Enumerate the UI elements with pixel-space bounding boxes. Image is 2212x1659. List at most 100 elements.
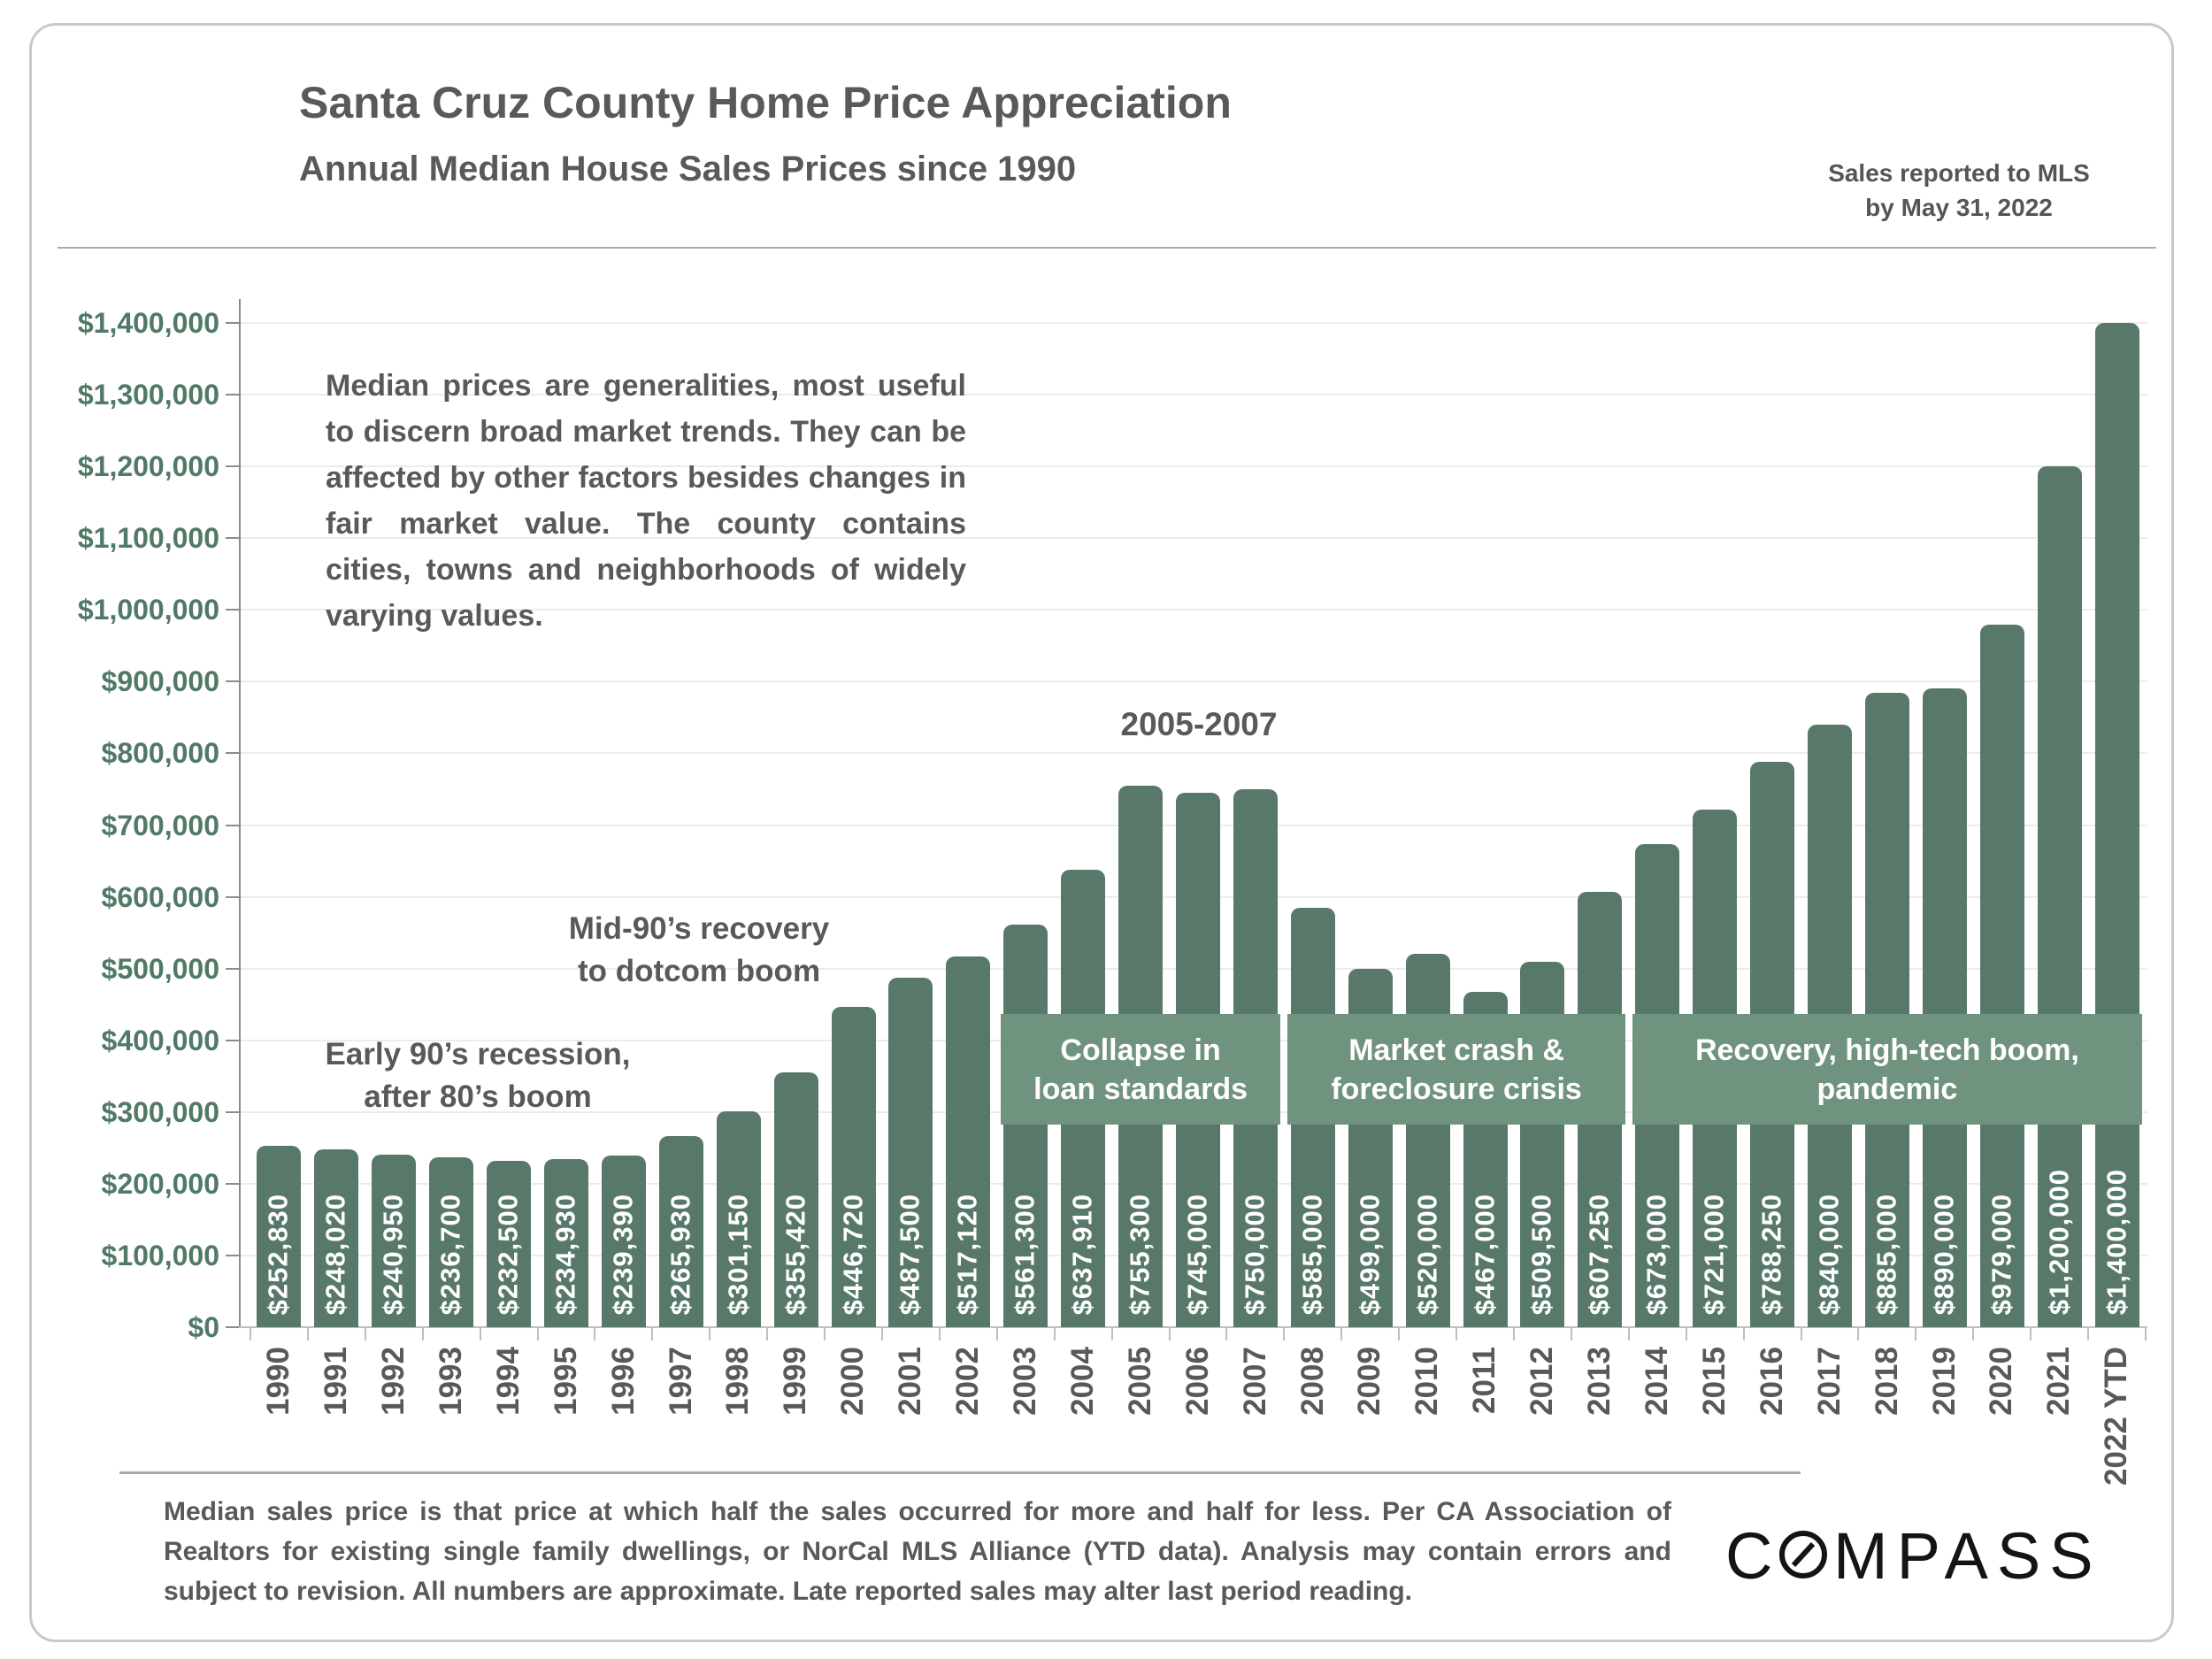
y-axis-label: $700,000 xyxy=(101,809,219,841)
x-axis-tick xyxy=(479,1328,481,1340)
y-axis-tick xyxy=(226,1326,240,1328)
x-tick-label: 2018 xyxy=(1858,1347,1916,1519)
bar-value-label: $585,000 xyxy=(1296,1193,1328,1315)
x-tick-label-text: 1997 xyxy=(663,1347,698,1416)
y-axis-label: $800,000 xyxy=(101,737,219,770)
bar: $890,000 xyxy=(1922,688,1967,1327)
bar-value-label: $520,000 xyxy=(1411,1193,1443,1315)
x-axis-line xyxy=(239,1326,2147,1328)
bar-value-label: $637,910 xyxy=(1066,1193,1098,1315)
x-axis-tick xyxy=(2145,1328,2147,1340)
bar-value-label: $561,300 xyxy=(1009,1193,1041,1315)
x-tick-label-text: 2003 xyxy=(1008,1347,1043,1416)
x-tick-label-text: 2020 xyxy=(1984,1347,2019,1416)
x-axis-tick xyxy=(995,1328,998,1340)
x-axis-tick xyxy=(1513,1328,1515,1340)
y-axis-label: $1,200,000 xyxy=(77,450,219,483)
era-band: Market crash & foreclosure crisis xyxy=(1287,1014,1625,1125)
y-axis-label: $1,400,000 xyxy=(77,307,219,339)
y-axis-tick xyxy=(226,465,240,468)
x-tick-label: 2020 xyxy=(1973,1347,2031,1519)
x-tick-label-text: 2017 xyxy=(1811,1347,1847,1416)
compass-logo-letter-c: C xyxy=(1725,1522,1781,1593)
header-divider xyxy=(58,247,2156,249)
y-axis-tick xyxy=(226,680,240,683)
y-axis-tick xyxy=(226,1254,240,1256)
bar-value-label: $355,420 xyxy=(780,1193,811,1315)
bar-value-label: $248,020 xyxy=(320,1193,352,1315)
era-band: Collapse in loan standards xyxy=(1000,1014,1281,1125)
bar: $236,700 xyxy=(429,1157,474,1327)
y-axis-label: $300,000 xyxy=(101,1095,219,1128)
x-tick-label-text: 1996 xyxy=(605,1347,641,1416)
x-axis-tick xyxy=(766,1328,769,1340)
x-axis-tick xyxy=(1685,1328,1687,1340)
x-tick-label-text: 2006 xyxy=(1179,1347,1215,1416)
x-tick-label-text: 1998 xyxy=(720,1347,756,1416)
bar-value-label: $509,500 xyxy=(1526,1193,1558,1315)
compass-logo: C MPASS xyxy=(1725,1519,2115,1599)
x-axis-tick xyxy=(250,1328,251,1340)
bar-value-label: $232,500 xyxy=(492,1193,524,1315)
y-axis-label: $200,000 xyxy=(101,1167,219,1200)
bar: $252,830 xyxy=(257,1146,302,1327)
x-axis-tick xyxy=(1225,1328,1228,1340)
gridline xyxy=(240,609,2147,611)
bar-value-label: $487,500 xyxy=(895,1193,926,1315)
bar-value-label: $979,000 xyxy=(1985,1193,2017,1315)
y-axis-tick xyxy=(226,752,240,755)
bar-value-label: $499,000 xyxy=(1354,1193,1386,1315)
bar-value-label: $234,930 xyxy=(549,1193,581,1315)
bar-value-label: $240,950 xyxy=(377,1193,409,1315)
bar-value-label: $239,390 xyxy=(607,1193,639,1315)
bar: $1,200,000 xyxy=(2037,466,2082,1327)
x-tick-label-text: 2007 xyxy=(1237,1347,1272,1416)
gridline xyxy=(240,752,2147,755)
y-axis-tick xyxy=(226,322,240,324)
footer-divider xyxy=(119,1471,1801,1474)
x-tick-label-text: 2018 xyxy=(1869,1347,1904,1416)
x-axis-tick xyxy=(594,1328,596,1340)
y-axis-label: $400,000 xyxy=(101,1024,219,1056)
x-axis-tick xyxy=(1340,1328,1343,1340)
x-axis-tick xyxy=(2087,1328,2090,1340)
bar-value-label: $446,720 xyxy=(837,1193,869,1315)
mls-report-note: Sales reported to MLS by May 31, 2022 xyxy=(1828,159,2090,221)
bar: $355,420 xyxy=(773,1071,818,1327)
x-tick-label-text: 2008 xyxy=(1294,1347,1330,1416)
bar-value-label: $673,000 xyxy=(1640,1193,1672,1315)
x-axis-tick xyxy=(824,1328,826,1340)
gridline xyxy=(240,322,2147,324)
x-axis-tick xyxy=(1857,1328,1860,1340)
bar-value-label: $1,200,000 xyxy=(2043,1168,2075,1315)
x-axis-tick xyxy=(1053,1328,1056,1340)
x-tick-label: 2016 xyxy=(1744,1347,1801,1519)
x-tick-label-text: 1991 xyxy=(319,1347,354,1416)
y-axis-label: $600,000 xyxy=(101,880,219,913)
x-tick-label-text: 1992 xyxy=(376,1347,411,1416)
x-tick-label: 2019 xyxy=(1916,1347,1973,1519)
gridline xyxy=(240,537,2147,540)
bar: $1,400,000 xyxy=(2094,323,2139,1327)
median-note-annotation: Median prices are generalities, most use… xyxy=(326,369,966,633)
bar: $232,500 xyxy=(487,1160,532,1327)
x-tick-label-text: 1995 xyxy=(548,1347,583,1416)
annotation-mid-90s-recovery: Mid-90’s recovery to dotcom boom xyxy=(568,911,830,988)
x-tick-label-text: 2001 xyxy=(893,1347,928,1416)
x-axis-tick xyxy=(1168,1328,1171,1340)
x-axis-tick xyxy=(1800,1328,1802,1340)
bar-value-label: $890,000 xyxy=(1928,1193,1960,1315)
x-tick-label-text: 2004 xyxy=(1064,1347,1100,1416)
bar-value-label: $840,000 xyxy=(1813,1193,1845,1315)
bar-value-label: $721,000 xyxy=(1698,1193,1730,1315)
x-tick-label: 2022 YTD xyxy=(2088,1347,2146,1519)
x-axis-tick xyxy=(1570,1328,1572,1340)
x-tick-label-text: 2013 xyxy=(1582,1347,1617,1416)
x-axis-tick xyxy=(709,1328,711,1340)
x-tick-label-text: 2014 xyxy=(1640,1347,1675,1416)
y-axis-tick xyxy=(226,1039,240,1041)
x-axis-tick xyxy=(2030,1328,2032,1340)
gridline xyxy=(240,394,2147,396)
bar: $301,150 xyxy=(716,1110,761,1327)
